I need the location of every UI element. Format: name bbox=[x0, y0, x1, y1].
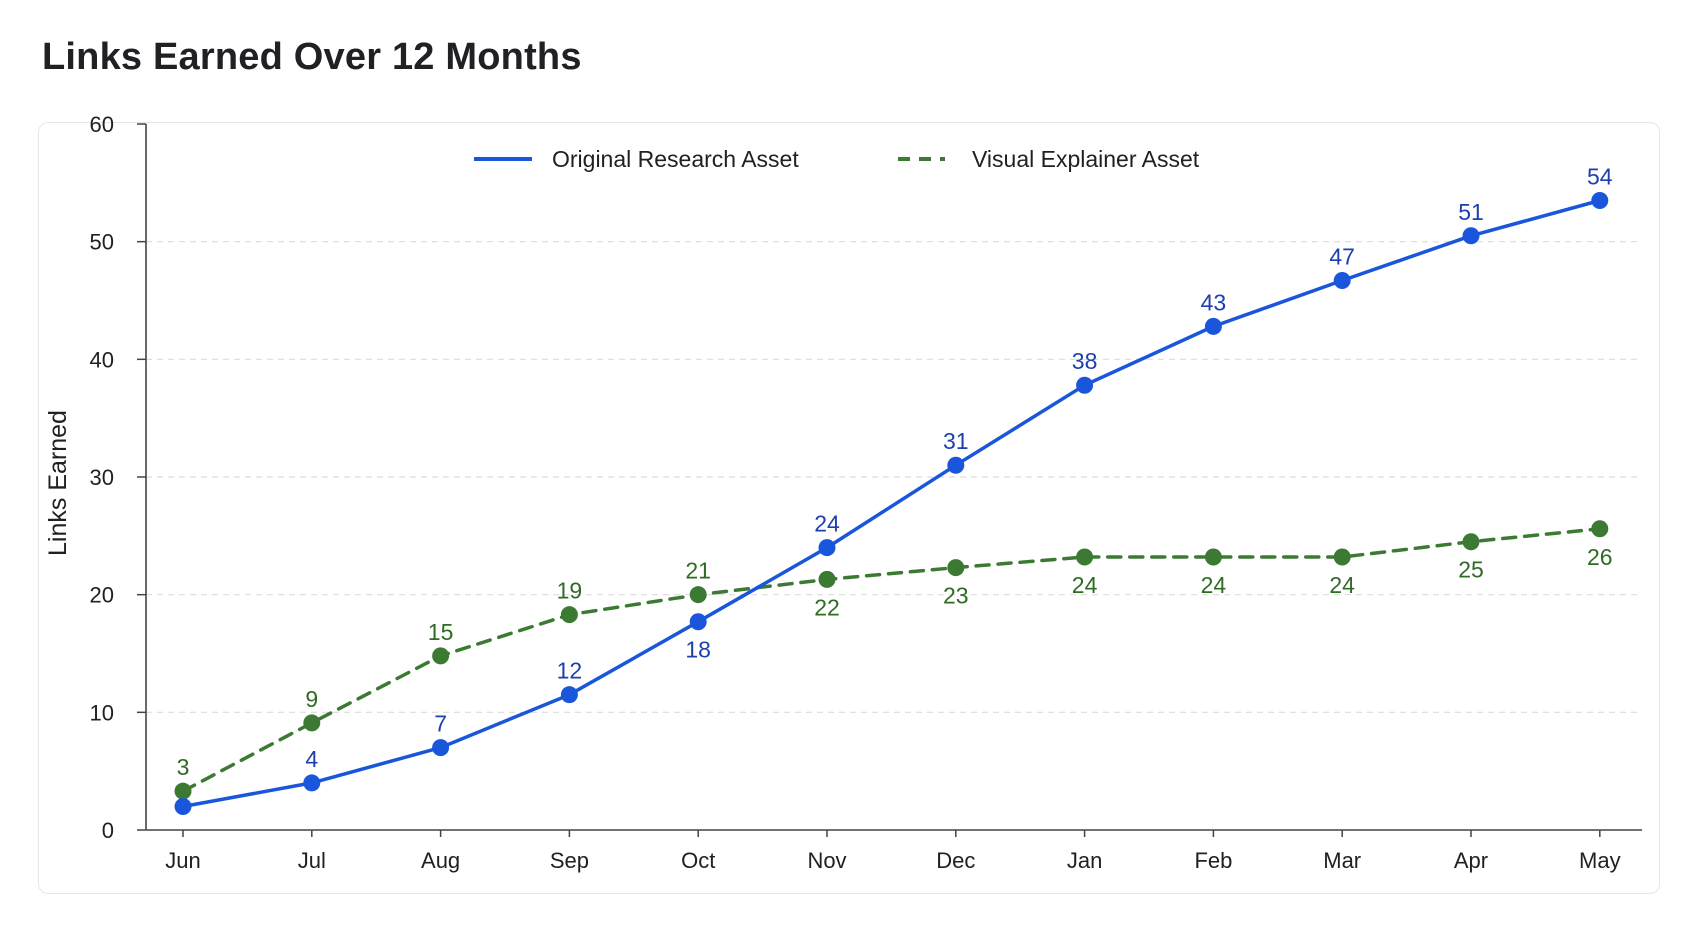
legend-label-visual-explainer: Visual Explainer Asset bbox=[972, 146, 1200, 172]
data-label: 47 bbox=[1329, 243, 1355, 269]
data-point bbox=[1076, 376, 1094, 394]
data-point bbox=[1204, 317, 1222, 335]
chart-card bbox=[38, 122, 1660, 894]
y-axis-title: Links Earned bbox=[44, 410, 72, 556]
data-point bbox=[303, 774, 321, 792]
data-label: 22 bbox=[814, 594, 840, 620]
x-axis-ticks: Jun Jul Aug Sep Oct Nov Dec Jan Feb Mar Apr May bbox=[165, 830, 1621, 873]
data-point bbox=[818, 539, 836, 557]
x-tick-label: Oct bbox=[681, 848, 715, 873]
gridlines bbox=[146, 241, 1642, 713]
data-label: 24 bbox=[1072, 572, 1098, 598]
chart-title: Links Earned Over 12 Months bbox=[42, 36, 582, 78]
x-tick-label: Jul bbox=[298, 848, 326, 873]
data-point bbox=[1462, 533, 1480, 551]
data-point bbox=[818, 570, 836, 588]
data-label: 9 bbox=[305, 686, 318, 712]
y-tick-label: 10 bbox=[90, 700, 114, 725]
data-label: 25 bbox=[1458, 557, 1484, 583]
data-point bbox=[174, 797, 192, 815]
legend: Original Research Asset Visual Explainer… bbox=[474, 146, 1200, 172]
data-point bbox=[432, 647, 450, 665]
x-tick-label: Mar bbox=[1323, 848, 1361, 873]
data-label: 19 bbox=[557, 578, 583, 604]
data-point bbox=[560, 606, 578, 624]
data-label: 4 bbox=[305, 746, 318, 772]
series bbox=[174, 191, 1609, 815]
data-point bbox=[689, 613, 707, 631]
data-label: 7 bbox=[434, 711, 447, 737]
y-tick-label: 50 bbox=[90, 230, 114, 255]
y-tick-label: 20 bbox=[90, 583, 114, 608]
data-label: 21 bbox=[685, 558, 711, 584]
data-point bbox=[1462, 227, 1480, 245]
data-point bbox=[689, 586, 707, 604]
y-tick-label: 0 bbox=[102, 818, 114, 843]
y-tick-label: 60 bbox=[90, 112, 114, 137]
series-line bbox=[181, 198, 1602, 809]
y-tick-label: 40 bbox=[90, 347, 114, 372]
x-tick-label: Jun bbox=[165, 848, 200, 873]
x-tick-label: Jan bbox=[1067, 848, 1102, 873]
x-tick-label: Feb bbox=[1194, 848, 1232, 873]
y-tick-label: 30 bbox=[90, 465, 114, 490]
data-point bbox=[1076, 548, 1094, 566]
data-label: 54 bbox=[1587, 163, 1613, 189]
data-label: 18 bbox=[685, 637, 711, 663]
data-point bbox=[1333, 548, 1351, 566]
data-label: 24 bbox=[814, 511, 840, 537]
x-tick-label: Dec bbox=[936, 848, 975, 873]
x-tick-label: Nov bbox=[807, 848, 846, 873]
data-label: 43 bbox=[1201, 289, 1227, 315]
data-point bbox=[560, 686, 578, 704]
data-point bbox=[303, 714, 321, 732]
data-label: 24 bbox=[1329, 572, 1355, 598]
data-point bbox=[947, 559, 965, 577]
x-tick-label: Apr bbox=[1454, 848, 1488, 873]
data-point bbox=[1204, 548, 1222, 566]
data-point bbox=[174, 782, 192, 800]
data-label: 38 bbox=[1072, 348, 1098, 374]
data-label: 15 bbox=[428, 619, 454, 645]
data-label: 24 bbox=[1201, 572, 1227, 598]
data-point bbox=[1591, 520, 1609, 538]
data-label: 51 bbox=[1458, 199, 1484, 225]
y-axis-ticks: 0 10 20 30 40 50 60 bbox=[90, 112, 146, 843]
data-point bbox=[1591, 191, 1609, 209]
data-point bbox=[947, 456, 965, 474]
x-tick-label: Sep bbox=[550, 848, 589, 873]
data-label: 23 bbox=[943, 583, 969, 609]
data-label: 3 bbox=[177, 754, 190, 780]
data-label: 12 bbox=[557, 658, 583, 684]
series-line bbox=[181, 527, 1602, 793]
data-point bbox=[1333, 271, 1351, 289]
data-label: 26 bbox=[1587, 544, 1613, 570]
data-point bbox=[432, 739, 450, 757]
x-tick-label: May bbox=[1579, 848, 1621, 873]
data-label: 31 bbox=[943, 428, 969, 454]
legend-label-original-research: Original Research Asset bbox=[552, 146, 799, 172]
x-tick-label: Aug bbox=[421, 848, 460, 873]
